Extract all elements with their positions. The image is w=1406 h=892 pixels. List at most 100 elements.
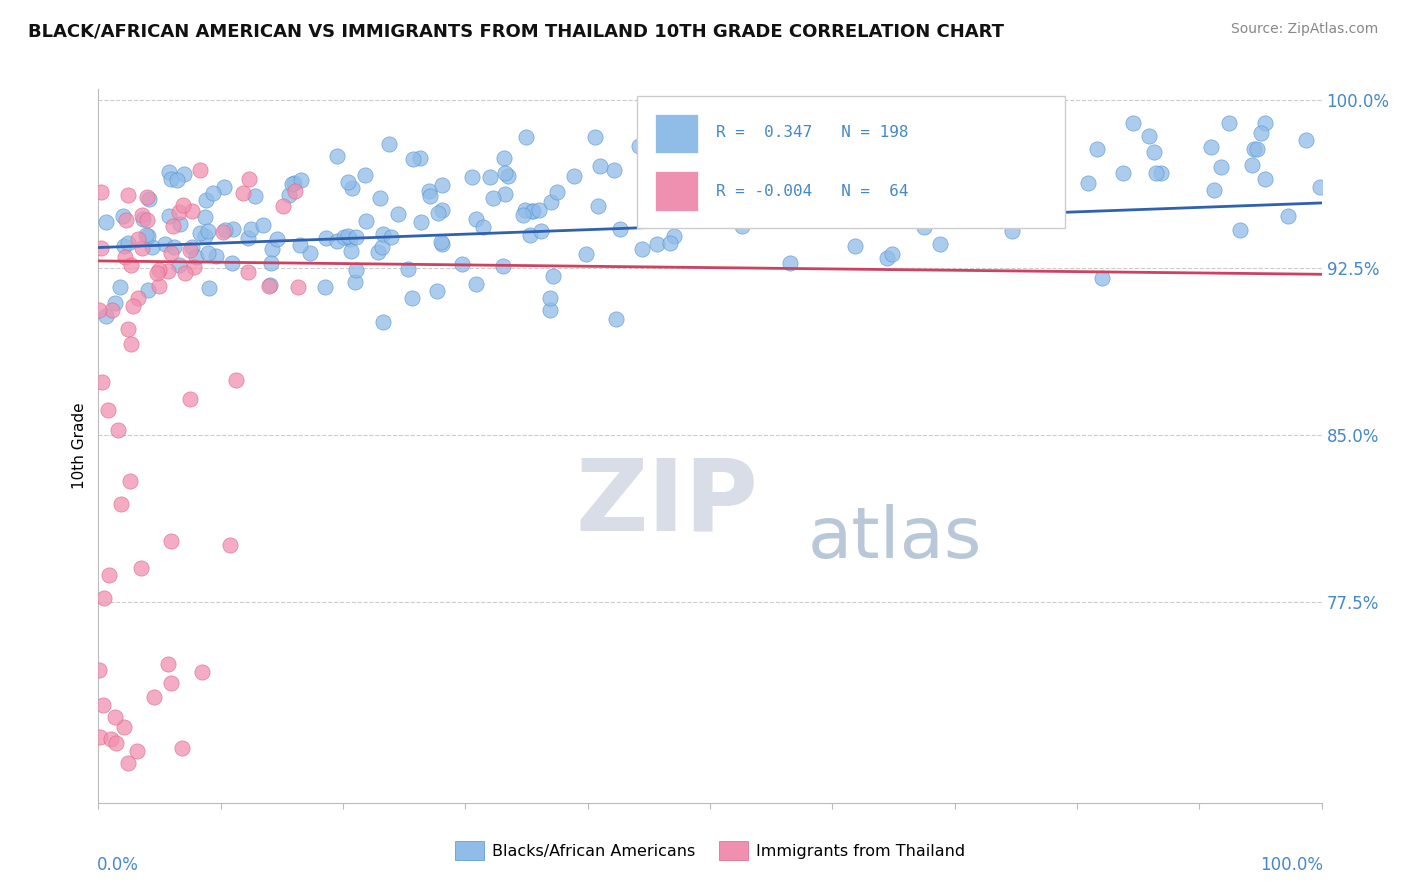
- Point: [162, 219, 184, 234]
- Point: [141, 240, 163, 254]
- Point: [655, 192, 678, 206]
- Point: [897, 165, 920, 179]
- Point: [401, 291, 423, 305]
- Point: [87, 303, 110, 318]
- Point: [136, 283, 159, 297]
- Point: [112, 239, 135, 253]
- Point: [530, 224, 553, 238]
- Point: [952, 115, 974, 129]
- Point: [731, 219, 754, 233]
- Point: [1243, 142, 1265, 156]
- Point: [156, 657, 179, 672]
- Point: [880, 119, 903, 133]
- Point: [540, 195, 562, 210]
- Y-axis label: 10th Grade: 10th Grade: [72, 402, 87, 490]
- Point: [1032, 192, 1054, 206]
- Point: [494, 186, 516, 201]
- Point: [339, 232, 361, 246]
- Point: [512, 209, 534, 223]
- Point: [371, 240, 394, 254]
- Point: [136, 228, 159, 243]
- Point: [97, 567, 120, 582]
- Point: [492, 151, 515, 165]
- Point: [666, 135, 689, 149]
- Point: [1144, 166, 1167, 180]
- Point: [238, 172, 260, 186]
- Point: [238, 264, 260, 278]
- Point: [429, 235, 451, 249]
- Point: [884, 177, 907, 191]
- Point: [114, 213, 136, 227]
- Point: [87, 664, 110, 678]
- Point: [108, 280, 131, 294]
- Point: [160, 172, 183, 186]
- Point: [354, 214, 377, 228]
- Point: [409, 215, 432, 229]
- Point: [430, 202, 453, 217]
- Point: [127, 743, 149, 757]
- Point: [492, 260, 515, 274]
- Point: [325, 149, 347, 163]
- Point: [94, 309, 117, 323]
- Point: [337, 229, 360, 244]
- Point: [259, 278, 281, 293]
- Point: [179, 244, 201, 258]
- Point: [1039, 208, 1062, 222]
- Point: [852, 195, 875, 210]
- Point: [89, 730, 111, 744]
- Point: [127, 291, 149, 305]
- Point: [720, 186, 742, 201]
- Point: [117, 187, 139, 202]
- Point: [127, 232, 149, 246]
- Point: [166, 172, 188, 186]
- Point: [842, 173, 865, 187]
- Point: [344, 263, 367, 277]
- Point: [823, 171, 845, 186]
- Point: [159, 165, 181, 179]
- Point: [368, 191, 391, 205]
- Point: [837, 145, 859, 159]
- Point: [266, 232, 288, 246]
- Point: [371, 315, 394, 329]
- Point: [120, 258, 142, 272]
- Point: [332, 230, 354, 244]
- Point: [1309, 179, 1331, 194]
- Point: [1199, 140, 1222, 154]
- Point: [890, 141, 912, 155]
- Point: [983, 149, 1005, 163]
- Point: [172, 198, 194, 212]
- Point: [197, 224, 219, 238]
- Point: [515, 129, 537, 144]
- Point: [494, 166, 516, 180]
- Point: [1211, 160, 1233, 174]
- Point: [219, 539, 242, 553]
- Text: atlas: atlas: [808, 504, 983, 574]
- Point: [148, 279, 170, 293]
- Point: [160, 534, 183, 549]
- Point: [852, 153, 875, 168]
- Point: [380, 230, 402, 244]
- Point: [688, 200, 710, 214]
- Point: [387, 207, 409, 221]
- Point: [314, 280, 336, 294]
- Point: [90, 241, 112, 255]
- Point: [634, 192, 657, 206]
- Point: [132, 212, 155, 227]
- Point: [418, 184, 440, 198]
- Point: [685, 187, 707, 202]
- Point: [271, 199, 294, 213]
- Point: [756, 177, 779, 191]
- Point: [929, 237, 952, 252]
- Point: [426, 206, 449, 220]
- Point: [188, 163, 211, 178]
- Point: [471, 219, 494, 234]
- Point: [1122, 115, 1144, 129]
- Point: [170, 741, 193, 756]
- Text: R = -0.004   N =  64: R = -0.004 N = 64: [716, 184, 908, 199]
- Point: [114, 250, 136, 264]
- Point: [496, 169, 519, 183]
- Point: [142, 690, 165, 704]
- Point: [373, 227, 395, 241]
- Point: [283, 176, 305, 190]
- Point: [710, 169, 733, 183]
